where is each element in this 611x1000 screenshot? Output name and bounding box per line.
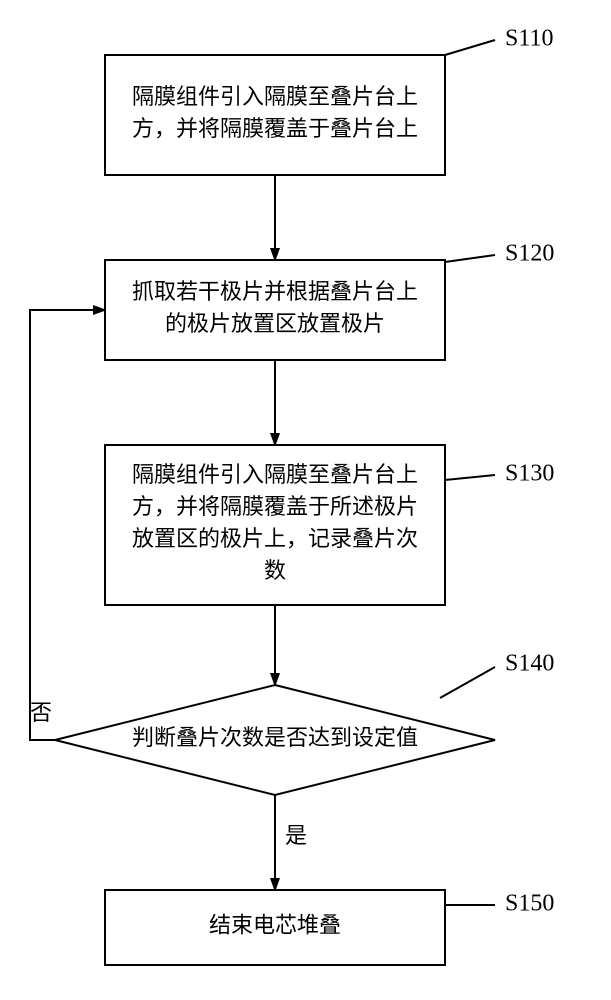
- leader-line: [445, 255, 495, 262]
- edge-e5_no: [30, 310, 105, 740]
- node-text: 放置区的极片上，记录叠片次: [132, 526, 418, 551]
- flowchart: 是否 隔膜组件引入隔膜至叠片台上方，并将隔膜覆盖于叠片台上抓取若干极片并根据叠片…: [0, 0, 611, 1000]
- node-text: 结束电芯堆叠: [209, 913, 341, 938]
- node-s120: 抓取若干极片并根据叠片台上的极片放置区放置极片: [105, 260, 445, 360]
- node-text: 隔膜组件引入隔膜至叠片台上: [132, 84, 418, 109]
- node-text: 的极片放置区放置极片: [165, 311, 385, 336]
- leader-line: [440, 667, 495, 698]
- step-label: S140: [505, 651, 554, 677]
- step-label: S110: [505, 26, 553, 52]
- step-label: S130: [505, 461, 554, 487]
- leader-line: [445, 40, 495, 55]
- edge-label: 否: [30, 700, 52, 725]
- step-label: S150: [505, 891, 554, 917]
- node-text: 隔膜组件引入隔膜至叠片台上: [132, 462, 418, 487]
- node-s140: 判断叠片次数是否达到设定值: [55, 685, 495, 795]
- step-label: S120: [505, 241, 554, 267]
- node-s110: 隔膜组件引入隔膜至叠片台上方，并将隔膜覆盖于叠片台上: [105, 55, 445, 175]
- edge-label: 是: [285, 823, 307, 848]
- node-text: 方，并将隔膜覆盖于叠片台上: [132, 116, 418, 141]
- node-text: 数: [264, 558, 286, 583]
- node-text: 方，并将隔膜覆盖于所述极片: [132, 494, 418, 519]
- process-box: [105, 55, 445, 175]
- leader-line: [445, 475, 495, 480]
- node-s130: 隔膜组件引入隔膜至叠片台上方，并将隔膜覆盖于所述极片放置区的极片上，记录叠片次数: [105, 445, 445, 605]
- node-text: 抓取若干极片并根据叠片台上: [132, 279, 418, 304]
- node-s150: 结束电芯堆叠: [105, 890, 445, 965]
- process-box: [105, 260, 445, 360]
- node-text: 判断叠片次数是否达到设定值: [132, 725, 418, 750]
